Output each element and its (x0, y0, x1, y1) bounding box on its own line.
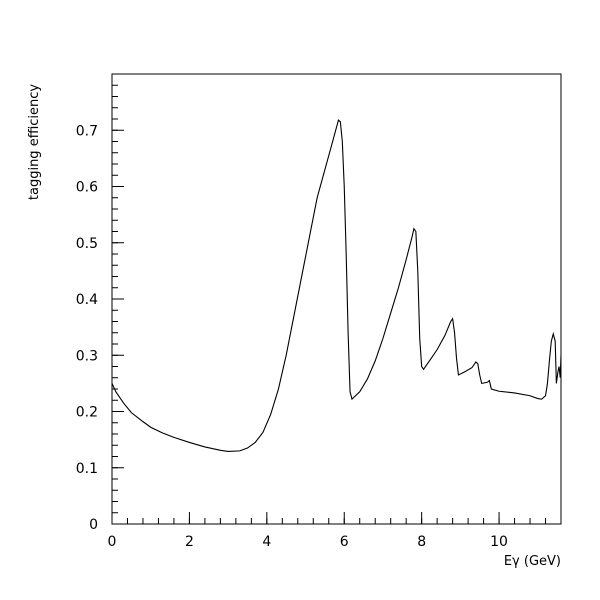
x-tick-label: 2 (185, 534, 194, 550)
x-tick-label: 8 (417, 534, 426, 550)
series-line (111, 119, 562, 452)
y-tick-label: 0.5 (76, 236, 98, 252)
y-tick-label: 0.4 (76, 292, 98, 308)
y-tick-label: 0.2 (76, 405, 98, 421)
x-axis-title: Eγ (GeV) (504, 554, 561, 569)
y-tick-label: 0.6 (76, 180, 98, 196)
axis-tick-labels: 0 2 4 6 8 10 0 0.1 0.2 0.3 0.4 0.5 0.6 0.7 (76, 123, 508, 550)
y-tick-label: 0.7 (76, 123, 98, 139)
y-axis-title: tagging efficiency (27, 84, 42, 201)
plot-frame (111, 73, 562, 525)
x-tick-label: 4 (262, 534, 271, 550)
y-tick-label: 0.3 (76, 348, 98, 364)
axis-ticks (111, 73, 562, 525)
x-tick-label: 0 (108, 534, 117, 550)
y-tick-label: 0 (89, 517, 98, 533)
y-tick-label: 0.1 (76, 461, 98, 477)
x-tick-label: 6 (340, 534, 349, 550)
x-tick-label: 10 (490, 534, 508, 550)
